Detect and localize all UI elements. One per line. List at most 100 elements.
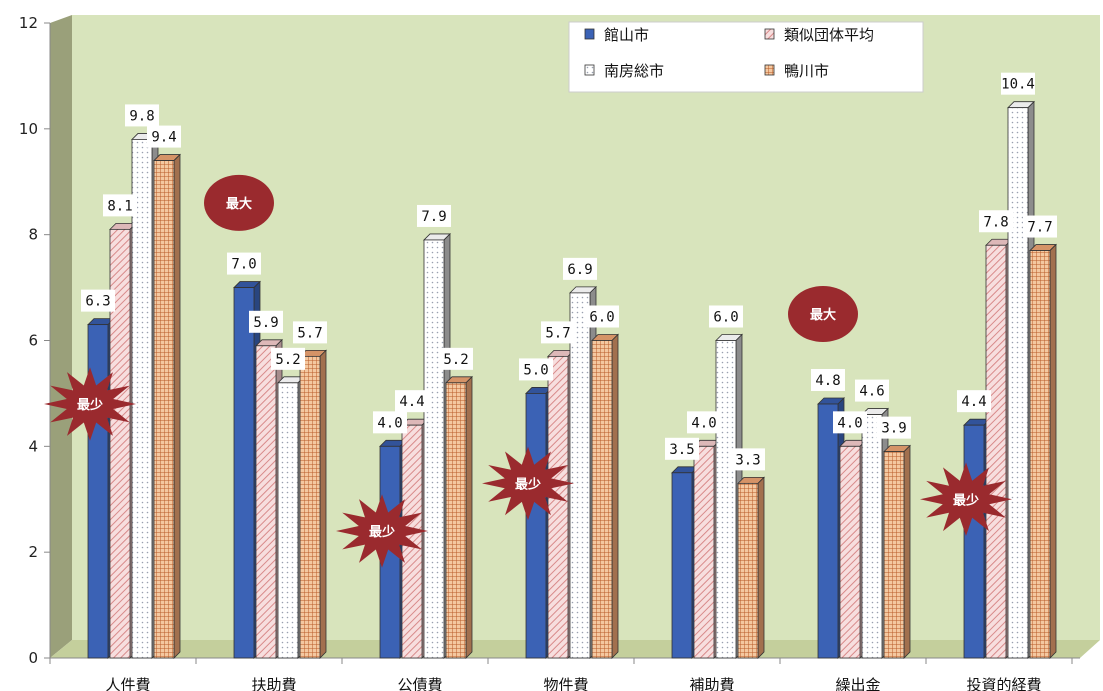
bar-side-face [173,153,181,659]
annotation-shape [920,462,1012,536]
data-label-bg [979,210,1013,233]
data-label: 8.1 [103,194,137,217]
y-tick-label: 12 [19,14,38,32]
bar [1029,243,1057,659]
data-label-bg [125,104,159,127]
annotation-shape [204,174,274,231]
bar [445,375,473,659]
annotation-text: 最少 [515,476,541,492]
annotation-shape [44,367,136,441]
data-label-bg [541,321,575,344]
data-label-text: 7.8 [983,214,1008,230]
data-label-bg [585,305,619,328]
bar-front-face [153,160,175,659]
data-label-bg [1023,215,1057,238]
y-tick-label: 0 [28,649,38,667]
bar-front-face [525,393,547,659]
data-label-bg [855,379,889,402]
data-label-text: 3.9 [881,421,906,437]
annotation-text: 最大 [226,196,252,212]
data-label-text: 5.7 [545,325,570,341]
annotation-shape [336,494,428,568]
x-category-label: 公債費 [397,676,442,691]
data-label-text: 10.4 [1001,77,1035,93]
data-label-bg [293,321,327,344]
data-label-bg [439,347,473,370]
data-label-bg [271,347,305,370]
data-label-text: 5.0 [523,362,548,378]
data-label-text: 3.3 [735,452,760,468]
bar-front-face [1029,250,1051,659]
bar-front-face [255,345,277,659]
legend-swatch [764,64,775,76]
annotation-text: 最少 [77,397,103,413]
bar-side-face [757,476,765,659]
x-category-label: 物件費 [543,676,588,691]
plot-wall-side [50,15,72,658]
data-label: 4.4 [957,390,991,413]
x-axis: 人件費 扶助費 公債費 物件費 補助費 繰出金 投資的経費 [49,657,1080,691]
bar [153,153,181,659]
bar-front-face [817,403,839,659]
data-label: 9.4 [147,125,181,148]
data-label: 5.0 [519,358,553,381]
data-label-bg [373,411,407,434]
annotation-shape [482,446,574,521]
bar-side-face [611,333,619,659]
data-label: 6.0 [585,305,619,328]
data-label-bg [147,125,181,148]
annotation-shape [788,286,858,343]
data-label: 5.9 [249,310,283,333]
data-label: 3.9 [877,416,911,439]
bar-front-face [569,292,591,659]
data-label: 4.0 [833,411,867,434]
bar-side-face [1049,243,1057,659]
bar-side-face [319,349,327,659]
legend-box [568,21,924,93]
annotation-text: 最少 [369,524,395,540]
data-label-text: 4.0 [377,415,402,431]
bar [883,444,911,659]
data-label-bg [519,358,553,381]
bar-front-face [737,482,759,659]
data-label: 4.0 [687,411,721,434]
bar-front-face [299,355,321,659]
annotation-burst: 最少 [920,462,1012,536]
data-label-bg [731,448,765,471]
y-tick-label: 2 [28,543,38,561]
bar-front-face [423,239,445,659]
data-label-bg [249,310,283,333]
legend-label: 館山市 [604,26,649,44]
bar [737,476,765,659]
data-label: 5.7 [541,321,575,344]
bar-front-face [715,340,737,659]
data-label-text: 7.9 [421,209,446,225]
x-category-label: 人件費 [105,676,150,691]
bar-front-face [233,287,255,659]
data-label: 7.0 [227,252,261,275]
annotation-burst: 最少 [482,446,574,521]
data-label-text: 4.4 [399,394,424,410]
data-label-bg [417,204,451,227]
data-label: 10.4 [1001,72,1035,95]
bar [1007,100,1035,659]
bar-side-face [903,444,911,659]
data-label-text: 4.8 [815,373,840,389]
legend-label: 鴨川市 [784,62,829,80]
legend-label: 類似団体平均 [784,26,874,44]
data-label-text: 7.7 [1027,220,1052,236]
bar-front-face [671,472,693,659]
data-label-bg [395,390,429,413]
data-label-bg [957,390,991,413]
data-label-text: 6.9 [567,262,592,278]
data-label: 3.3 [731,448,765,471]
data-label-bg [81,289,115,312]
data-label: 9.8 [125,104,159,127]
bar-front-face [131,139,153,659]
data-labels-layer: 6.3 8.1 9.8 9.4 7.0 5.9 5.2 5.7 4.0 4.4 7.9 5.2 5.0 5… [81,72,1057,471]
data-label-text: 4.0 [837,415,862,431]
data-label: 5.2 [439,347,473,370]
bar-front-face [861,414,883,659]
